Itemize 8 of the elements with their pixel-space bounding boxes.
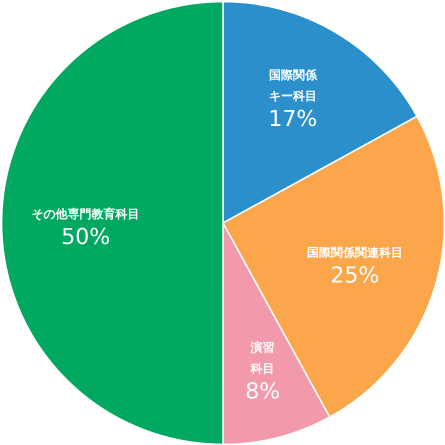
slice-label: 演習科目 [250,340,275,376]
data-label: 8% [245,379,280,404]
slice-label: その他専門教育科目 [32,207,140,221]
slice-label: 国際関係キー科目 [268,68,318,103]
data-label: 50% [61,225,110,250]
data-label: 25% [330,263,380,288]
slice-label: 国際関係関連科目 [306,245,403,260]
data-label: 17% [268,106,318,132]
